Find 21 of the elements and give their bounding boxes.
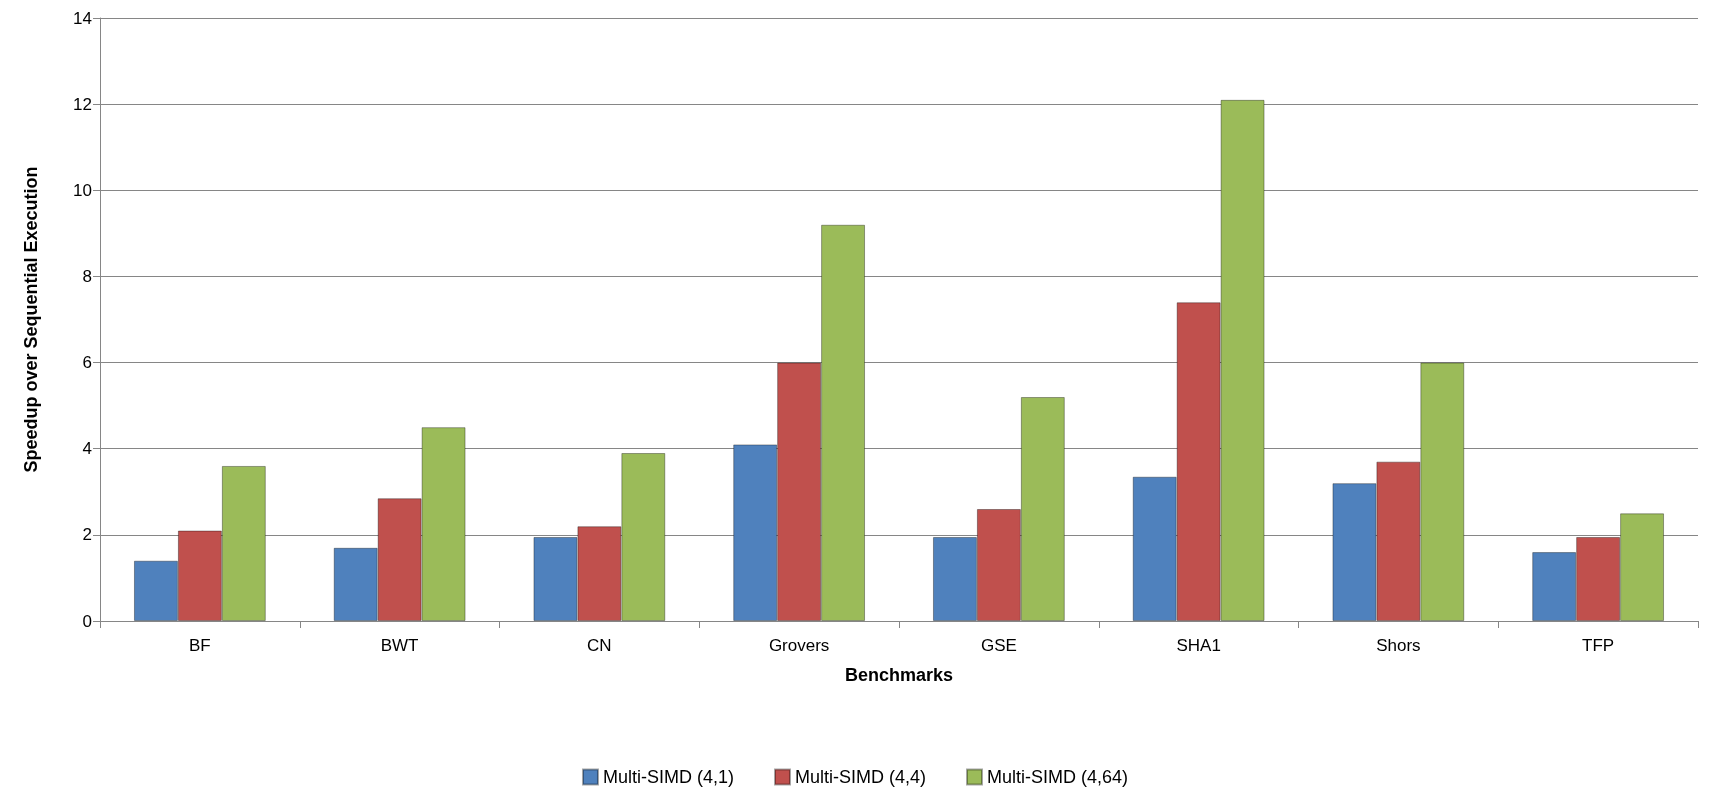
y-tick-label: 8 [82, 266, 92, 286]
legend-label: Multi-SIMD (4,1) [602, 767, 734, 787]
x-tick-label: GSE [980, 636, 1017, 655]
x-tick-label: Grovers [768, 636, 830, 655]
x-tick-label: BWT [380, 636, 419, 655]
y-tick-label: 2 [82, 525, 92, 545]
legend-label: Multi-SIMD (4,4) [794, 767, 927, 787]
y-axis-title: Speedup over Sequential Execution [21, 166, 41, 473]
y-tick-label: 6 [82, 353, 92, 373]
y-tick-label: 12 [73, 94, 92, 114]
y-tick-label: 0 [82, 611, 92, 631]
x-tick-label: TFP [1582, 636, 1615, 655]
x-axis-title: Benchmarks [844, 665, 954, 685]
x-tick-label: SHA1 [1176, 636, 1221, 655]
x-tick-label: CN [587, 636, 612, 655]
x-tick-label: Shors [1376, 636, 1421, 655]
y-tick-label: 10 [73, 180, 92, 200]
legend-label: Multi-SIMD (4,64) [987, 767, 1129, 787]
y-tick-label: 4 [82, 439, 92, 459]
x-tick-label: BF [189, 636, 211, 655]
y-tick-label: 14 [73, 8, 92, 28]
